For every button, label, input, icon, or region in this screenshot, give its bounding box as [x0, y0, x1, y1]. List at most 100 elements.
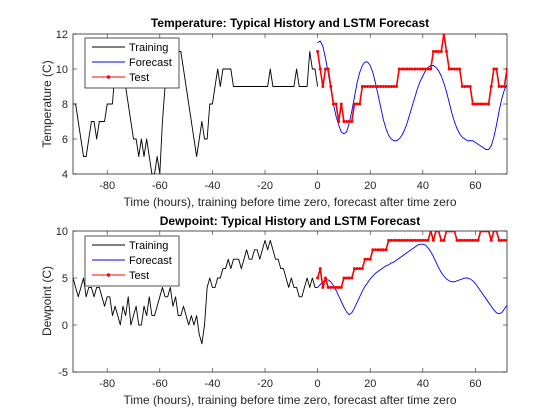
- temperature-test-point: [379, 85, 383, 88]
- dewpoint-test-point: [481, 231, 485, 233]
- temperature-test-point: [408, 67, 412, 71]
- temperature-test-point: [497, 85, 501, 88]
- temperature-x-tick-label: 0: [315, 180, 321, 192]
- temperature-test-point: [431, 50, 435, 53]
- dewpoint-test-point: [421, 238, 425, 242]
- dewpoint-x-axis-label: Time (hours), training before time zero,…: [123, 393, 456, 407]
- dewpoint-legend: Training Forecast Test: [84, 235, 180, 287]
- temperature-x-axis-label: Time (hours), training before time zero,…: [123, 195, 456, 209]
- temperature-test-point: [455, 67, 459, 71]
- temperature-test-point: [355, 102, 359, 106]
- temperature-test-point: [395, 85, 399, 88]
- temperature-test-point: [366, 85, 370, 88]
- dewpoint-test-point: [450, 231, 454, 233]
- dewpoint-series-layer: [73, 231, 507, 345]
- temperature-test-point: [358, 102, 362, 106]
- temperature-test-point: [421, 67, 425, 71]
- temperature-y-tick-label: 6: [62, 134, 68, 146]
- temperature-test-point: [318, 67, 322, 71]
- dewpoint-test-point: [500, 238, 504, 242]
- temperature-test-point: [423, 67, 427, 71]
- temperature-x-tick-label: 20: [364, 180, 376, 192]
- dewpoint-y-tick-label: 10: [56, 226, 68, 238]
- dewpoint-test-point: [360, 267, 364, 271]
- temperature-test-point: [334, 102, 338, 106]
- dewpoint-test-point: [350, 276, 354, 280]
- dewpoint-test-point: [455, 238, 459, 242]
- temperature-test-point: [389, 85, 393, 88]
- dewpoint-test-point: [452, 231, 456, 233]
- dewpoint-test-point: [468, 238, 472, 242]
- dewpoint-test-point: [410, 238, 414, 242]
- temperature-test-point: [471, 102, 475, 106]
- dewpoint-test-point: [345, 276, 349, 280]
- dewpoint-test-point: [502, 238, 506, 242]
- temperature-test-point: [387, 85, 391, 88]
- temperature-test-point: [487, 102, 491, 106]
- dewpoint-test-point: [447, 231, 451, 233]
- dewpoint-test-point: [473, 238, 477, 242]
- dewpoint-test-point: [334, 285, 338, 289]
- dewpoint-test-point: [484, 231, 488, 233]
- temperature-test-point: [447, 67, 451, 71]
- dewpoint-test-point: [476, 238, 480, 242]
- dewpoint-test-point: [371, 248, 375, 252]
- dewpoint-x-tick-label: -80: [99, 378, 115, 390]
- dewpoint-test-point: [318, 267, 322, 271]
- temperature-test-point: [460, 85, 464, 88]
- dewpoint-test-point: [324, 276, 328, 280]
- dewpoint-test-point: [405, 238, 409, 242]
- dewpoint-test-point: [494, 231, 498, 233]
- temperature-test-point: [484, 102, 488, 106]
- dewpoint-test-point: [387, 238, 391, 242]
- temperature-test-point: [363, 85, 367, 88]
- temperature-test-point: [381, 85, 385, 88]
- temperature-test-point: [339, 102, 343, 106]
- dewpoint-test-point: [408, 238, 412, 242]
- dewpoint-legend-test-marker: [106, 273, 111, 277]
- temperature-test-point: [397, 67, 401, 71]
- dewpoint-test-point: [392, 238, 396, 242]
- dewpoint-test-point: [413, 238, 417, 242]
- temperature-x-tick-label: -20: [257, 180, 273, 192]
- dewpoint-test-point: [497, 238, 501, 242]
- dewpoint-test-point: [423, 238, 427, 242]
- dewpoint-panel: Dewpoint: Typical History and LSTM Forec…: [40, 214, 508, 407]
- temperature-y-tick-label: 8: [62, 99, 68, 111]
- temperature-test-point: [384, 85, 388, 88]
- temperature-test-point: [492, 67, 496, 71]
- dewpoint-test-point: [342, 276, 346, 280]
- dewpoint-y-tick-label: 0: [62, 320, 68, 332]
- temperature-legend-forecast-label: Forecast: [129, 57, 172, 69]
- temperature-test-point: [473, 102, 477, 106]
- temperature-test-point: [439, 50, 443, 53]
- dewpoint-y-axis-label: Dewpoint (C): [40, 266, 54, 336]
- dewpoint-x-tick-label: -40: [204, 378, 220, 390]
- temperature-test-point: [329, 85, 333, 88]
- dewpoint-test-point: [326, 285, 330, 289]
- temperature-legend-box: [84, 37, 180, 89]
- dewpoint-legend-forecast-label: Forecast: [129, 255, 172, 267]
- dewpoint-legend-training-label: Training: [129, 240, 168, 252]
- dewpoint-test-point: [384, 248, 388, 252]
- temperature-test-point: [392, 85, 396, 88]
- temperature-test-point: [324, 67, 328, 71]
- dewpoint-test-point: [321, 285, 325, 289]
- dewpoint-legend-test-label: Test: [129, 270, 149, 282]
- temperature-test-point: [400, 67, 404, 71]
- temperature-test-point: [345, 120, 349, 123]
- temperature-test-point: [437, 50, 441, 53]
- dewpoint-test-point: [505, 238, 507, 242]
- temperature-test-point: [347, 120, 351, 123]
- dewpoint-y-tick-label: 5: [62, 273, 68, 285]
- dewpoint-test-point: [389, 238, 393, 242]
- temperature-forecast-series-line: [317, 40, 507, 150]
- dewpoint-test-point: [426, 238, 430, 242]
- dewpoint-x-tick-label: 20: [364, 378, 376, 390]
- temperature-test-point: [445, 50, 448, 53]
- dewpoint-test-point: [479, 231, 483, 233]
- temperature-test-point: [368, 85, 372, 88]
- dewpoint-test-point: [358, 267, 362, 271]
- temperature-test-point: [418, 67, 422, 71]
- temperature-panel: Temperature: Typical History and LSTM Fo…: [40, 16, 508, 209]
